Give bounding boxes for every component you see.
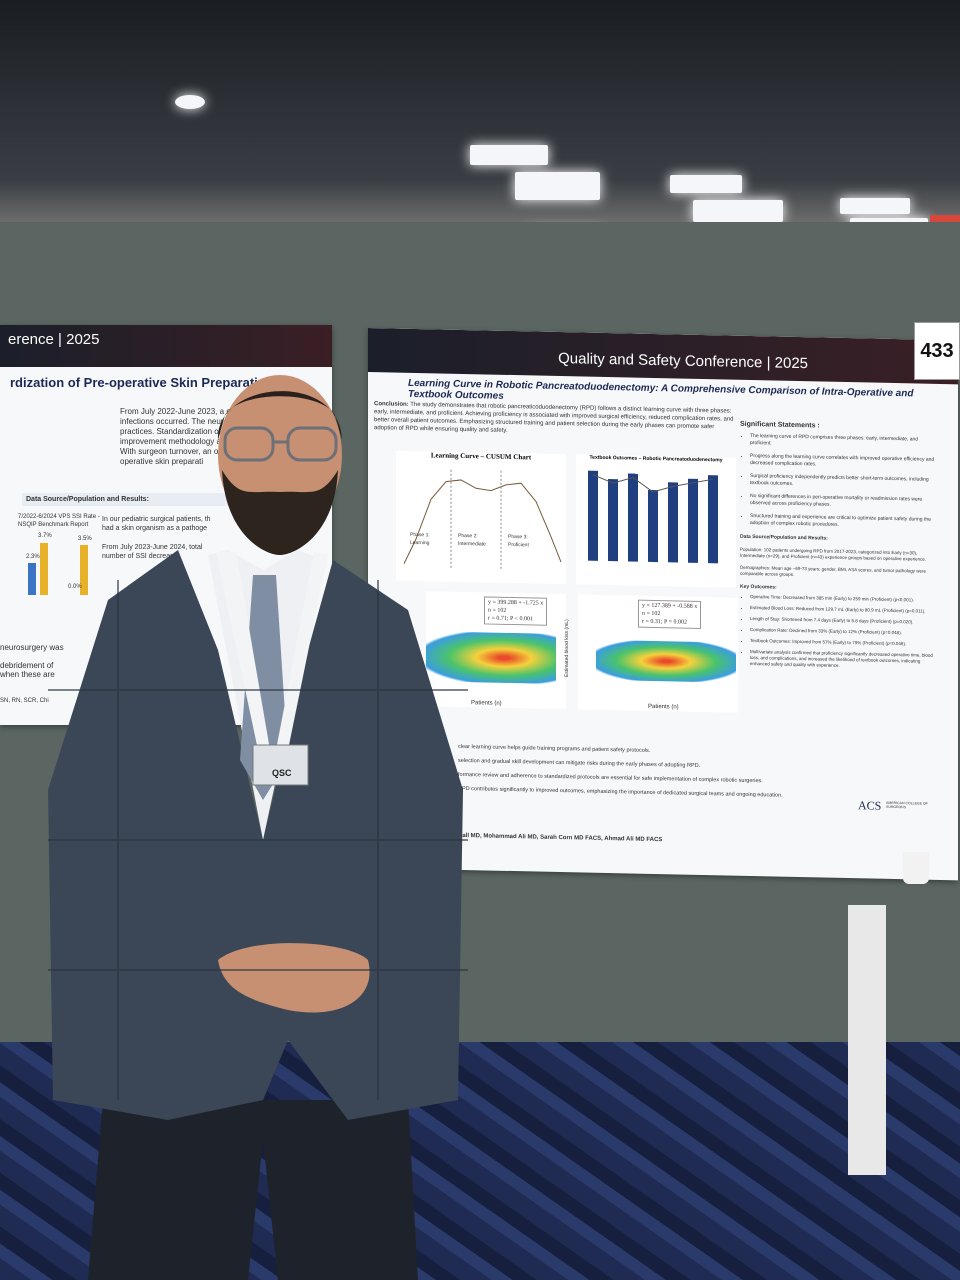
coffee-cup [903,852,929,884]
cusum-chart: Learning Curve – CUSUM Chart Phase 1: Le… [396,450,566,585]
scatter2-stats: y = 127.389 + -0.588 x n = 102 r = 0.31;… [638,599,702,629]
left-poster-header: erence | 2025 [0,325,332,367]
ceiling-light [175,95,205,109]
main-poster: Quality and Safety Conference | 2025 Lea… [368,328,958,881]
left-text-a: In our pediatric surgical patients, th h… [102,516,211,532]
demographics-text: Demographics: Mean age ~69-73 years; gen… [740,564,926,577]
ceiling-light [515,172,600,200]
left-bar-label: 3.7% [38,533,52,539]
left-bar-label: 3.5% [78,536,92,542]
key-outcome-item: Textbook Outcomes: Improved from 57% (Ea… [750,638,940,648]
left-footer-c: SN, RN, SCR, Chi [0,698,49,704]
key-outcome-item: Operative Time: Decreased from 385 min (… [750,594,940,604]
presenter-head [217,375,342,555]
implications: clear learning curve helps guide trainin… [458,740,838,804]
ceiling-light [693,200,783,222]
ceiling-light [470,145,548,165]
statement-item: Surgical proficiency independently predi… [750,473,940,491]
conclusion-label: Conclusion: [374,401,409,408]
key-outcome-item: Multivariate analysis confirmed that pro… [750,649,940,671]
cusum-phase-label: Phase 3: Proficient [508,533,529,549]
ceiling-light [840,198,910,214]
left-bar-label: 0.0% [68,584,82,590]
key-outcome-item: Complication Rate: Declined from 33% (Ea… [750,627,940,637]
statements-list: The learning curve of RPD comprises thre… [740,433,940,531]
left-text-b: From July 2023-June 2024, total number o… [102,544,203,560]
scatter-plot-2: y = 127.389 + -0.588 x n = 102 r = 0.31;… [564,594,738,713]
scatter1-xlabel: Patients (n) [471,700,502,707]
conclusion-block: Conclusion: The study demonstrates that … [374,400,734,440]
left-bar [40,543,48,595]
left-bar-label: 2.3% [26,554,40,560]
data-heading: Data Source/Population and Results: [740,533,828,542]
stand-pole [848,905,886,1175]
key-outcome-item: Estimated Blood Loss: Reduced from 129.7… [750,605,940,615]
left-data-heading: Data Source/Population and Results: [22,493,230,506]
statement-item: Progress along the learning curve correl… [750,453,940,471]
authors: Hall MD, Mohammad Ali MD, Sarah Corn MD … [458,832,663,844]
conclusion-text: The study demonstrates that robotic panc… [374,401,734,434]
left-chart-caption: 7/2022-6/2024 VPS SSI Rate - NSQIP Bench… [18,514,100,528]
presenter [48,550,468,1280]
textbook-chart: Textbook Outcomes – Robotic Pancreatoduo… [576,454,736,588]
statement-item: Structured training and experience are c… [750,513,940,531]
left-poster-title: rdization of Pre-operative Skin Preparat… [10,375,274,390]
statement-item: No significant differences in peri-opera… [750,493,940,511]
badge-text: QSC [272,768,292,778]
key-outcomes-list: Operative Time: Decreased from 385 min (… [740,594,940,671]
left-footer-b: debridement of when these are [0,661,55,679]
acs-sub: AMERICAN COLLEGE OF SURGEONS [886,800,928,810]
left-bar [28,563,36,595]
textbook-bars [588,470,718,564]
scatter1-stats: y = 399.288 + -1.725 x n = 102 r = 0.71;… [484,596,548,626]
scatter2-xlabel: Patients (n) [648,703,679,711]
left-footer-a: neurosurgery was [0,643,64,652]
ceiling-light [670,175,742,193]
scatter1-r: r = 0.71; P < 0.001 [488,615,534,623]
cusum-plot [403,469,562,571]
scatter2-ylabel: Estimated blood loss (mL) [563,619,570,678]
heatmap-2 [596,639,736,683]
scatter2-r: r = 0.31; P = 0.002 [642,618,688,626]
left-bar [80,545,88,595]
significant-heading: Significant Statements : [740,420,820,430]
right-column: Significant Statements : The learning cu… [740,420,940,674]
statement-item: The learning curve of RPD comprises thre… [750,433,940,451]
acs-logo: ACS [858,798,882,813]
key-outcomes-heading: Key Outcomes: [740,583,777,591]
key-outcome-item: Length of Stay: Shortened from 7.4 days … [750,616,940,626]
population-text: Population: 102 patients undergoing RPD … [740,546,927,562]
poster-number: 433 [914,322,960,380]
